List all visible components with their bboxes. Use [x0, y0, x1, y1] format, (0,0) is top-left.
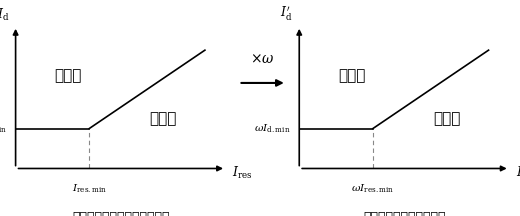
Text: $I_{\mathrm{res}}^{\prime}$: $I_{\mathrm{res}}^{\prime}$: [516, 164, 520, 182]
Text: $I_{\mathrm{res.min}}$: $I_{\mathrm{res.min}}$: [72, 183, 107, 195]
Text: 原差动保护比率制动特性曲线: 原差动保护比率制动特性曲线: [72, 211, 170, 216]
Text: $I_{\mathrm{res}}$: $I_{\mathrm{res}}$: [232, 165, 253, 181]
Text: $I_{\mathrm{d}}$: $I_{\mathrm{d}}$: [0, 7, 9, 23]
Text: 制动区: 制动区: [433, 111, 460, 126]
Text: 基于电流微分信号的差动
保护比率制动特性曲线: 基于电流微分信号的差动 保护比率制动特性曲线: [363, 211, 446, 216]
Text: $I_{\mathrm{d.min}}$: $I_{\mathrm{d.min}}$: [0, 122, 7, 135]
Text: $I_{\mathrm{d}}^{\prime}$: $I_{\mathrm{d}}^{\prime}$: [280, 5, 293, 23]
Text: 制动区: 制动区: [149, 111, 176, 126]
Text: $\omega I_{\mathrm{res.min}}$: $\omega I_{\mathrm{res.min}}$: [351, 183, 395, 195]
Text: 动作区: 动作区: [55, 68, 82, 83]
Text: $\times\omega$: $\times\omega$: [250, 52, 275, 66]
Text: $\omega I_{\mathrm{d.min}}$: $\omega I_{\mathrm{d.min}}$: [254, 122, 291, 135]
Text: 动作区: 动作区: [338, 68, 366, 83]
